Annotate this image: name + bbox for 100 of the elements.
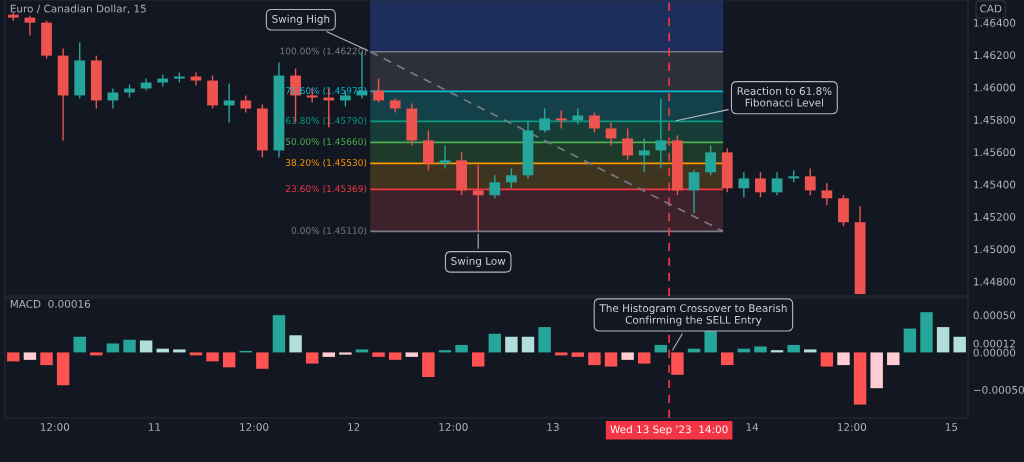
- ref-line-label: 0.00% (1.45110): [291, 226, 367, 235]
- bar: [804, 349, 817, 353]
- bar: [206, 352, 219, 362]
- bar: [754, 346, 767, 353]
- x-tick-label: 11: [148, 423, 161, 431]
- candlestick: [622, 127, 634, 161]
- bar: [787, 344, 800, 353]
- y-axis-title: CAD: [980, 4, 1002, 13]
- annotation: Reaction to 61.8% Fibonacci Level: [737, 86, 832, 107]
- candlestick: [472, 164, 484, 232]
- bar: [721, 352, 734, 366]
- candlestick: [638, 137, 650, 173]
- bar: [355, 349, 369, 353]
- y-tick-label: 1.45600: [974, 148, 1016, 157]
- candlestick: [539, 107, 551, 134]
- chart-title: Euro / Canadian Dollar, 15: [10, 4, 146, 14]
- bar: [953, 336, 966, 353]
- ref-line-label: 38.20% (1.45530): [285, 159, 367, 168]
- candlestick: [755, 171, 766, 199]
- bar: [571, 352, 585, 357]
- candlestick: [489, 174, 501, 199]
- bar: [837, 352, 850, 366]
- bar: [189, 352, 203, 356]
- y-tick-label: 1.46000: [974, 83, 1016, 92]
- annotation: The Histogram Crossover to Bearish Confirming the SELL Entry: [599, 304, 787, 326]
- bar: [256, 352, 269, 369]
- ref-line-label: Wed 13 Sep '23 14:00: [610, 425, 728, 436]
- bar: [820, 352, 834, 367]
- bar: [90, 352, 103, 356]
- y-tick-label: 0.00050: [973, 311, 1016, 320]
- candlestick: [589, 111, 600, 134]
- annotation: Swing Low: [451, 256, 506, 267]
- x-tick-label: 12:00: [240, 423, 269, 431]
- bar: [56, 352, 70, 386]
- bar: [339, 352, 352, 355]
- y-tick-label: 1.44800: [974, 277, 1016, 286]
- bar: [920, 312, 933, 353]
- bar: [222, 352, 236, 368]
- candlestick: [256, 103, 268, 159]
- bar: [40, 352, 53, 366]
- bar: [654, 344, 668, 353]
- bar: [23, 352, 37, 360]
- y-tick-label: 1.46200: [974, 51, 1016, 60]
- candlestick: [456, 151, 467, 196]
- x-tick-label: 15: [945, 423, 958, 431]
- ref-line-label: 50.00% (1.45660): [285, 137, 367, 147]
- x-tick-label: 12:00: [837, 423, 867, 431]
- bar: [521, 336, 535, 353]
- x-tick-label: 13: [547, 423, 559, 431]
- y-tick-label: 0.00000: [973, 348, 1016, 357]
- candlestick: [74, 41, 86, 100]
- bar: [704, 330, 717, 353]
- y-tick-label: 1.45400: [974, 180, 1016, 189]
- bar: [73, 336, 86, 353]
- bar: [903, 328, 917, 353]
- x-tick-label: 14: [746, 423, 759, 431]
- candlestick: [506, 167, 517, 189]
- candlestick: [838, 194, 849, 227]
- candlestick: [572, 107, 584, 126]
- bar: [123, 339, 136, 353]
- y-tick-label: 1.46400: [974, 18, 1016, 27]
- candlestick: [389, 97, 401, 114]
- y-tick-label: −0.00050: [973, 385, 1024, 394]
- candlestick: [672, 134, 683, 196]
- x-tick-label: 12: [348, 423, 360, 431]
- candlestick: [422, 129, 434, 172]
- x-tick-label: 12:00: [439, 423, 468, 431]
- bar: [106, 343, 120, 353]
- candlestick: [41, 20, 52, 60]
- candlestick: [705, 144, 717, 177]
- bar: [388, 352, 402, 360]
- bar: [471, 352, 485, 367]
- ref-line-label: 23.60% (1.45369): [285, 185, 367, 194]
- candlestick: [721, 147, 733, 194]
- bar: [505, 336, 518, 353]
- bar: [422, 352, 435, 378]
- bar: [305, 352, 319, 364]
- bar: [289, 335, 302, 353]
- bar: [887, 352, 900, 366]
- bar: [853, 352, 867, 405]
- candlestick: [804, 167, 816, 196]
- bar: [272, 315, 286, 353]
- candlestick: [406, 102, 418, 147]
- bar: [538, 327, 551, 353]
- annotation: Swing High: [272, 14, 330, 25]
- bar: [604, 352, 618, 367]
- bar: [671, 352, 684, 375]
- bar: [7, 352, 20, 362]
- bar: [139, 340, 153, 353]
- y-tick-label: 1.45000: [974, 245, 1016, 254]
- bar: [936, 327, 950, 353]
- y-tick-label: 1.45200: [974, 212, 1016, 221]
- ref-line-label: 100.00% (1.46220): [280, 47, 367, 56]
- bar: [554, 352, 568, 356]
- y-tick-label: 1.45800: [974, 115, 1016, 124]
- bar: [488, 333, 502, 353]
- bar: [322, 352, 335, 357]
- bar: [621, 352, 634, 360]
- candlestick: [90, 54, 102, 110]
- bar: [870, 352, 883, 389]
